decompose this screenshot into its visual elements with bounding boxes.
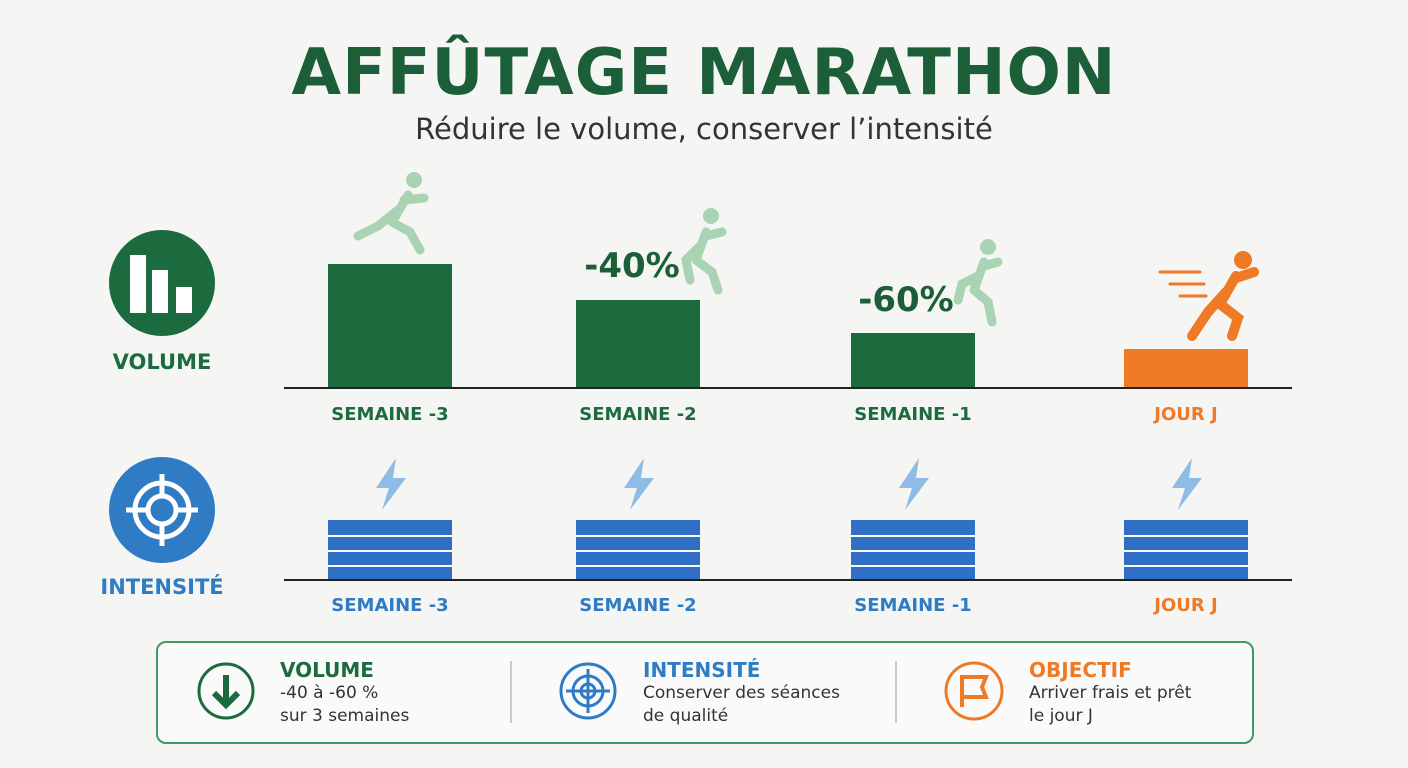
volume-label: VOLUME	[112, 350, 212, 374]
summary-line: Arriver frais et prêt	[1029, 683, 1192, 703]
icon	[944, 661, 1004, 721]
icon-bar	[130, 255, 146, 313]
summary-icons	[197, 661, 1004, 723]
runner-final	[1158, 251, 1259, 341]
icon	[960, 675, 989, 707]
icon-bar	[152, 270, 168, 313]
runner	[353, 172, 1003, 327]
intensity-bars	[328, 520, 1248, 580]
icon	[211, 675, 241, 710]
summary-line: le jour J	[1029, 706, 1093, 726]
summary-line: -40 à -60 %	[280, 683, 379, 703]
week-label: SEMAINE -1	[854, 595, 972, 616]
week-label: SEMAINE -1	[854, 404, 972, 425]
intensity-label: INTENSITÉ	[100, 575, 224, 599]
week-label: SEMAINE -3	[331, 404, 449, 425]
icon	[197, 662, 255, 720]
summary-line: sur 3 semaines	[280, 706, 410, 726]
summary-title: INTENSITÉ	[643, 658, 761, 682]
summary-title: OBJECTIF	[1029, 658, 1132, 682]
week-label: SEMAINE -3	[331, 595, 449, 616]
volume-bar	[851, 333, 975, 388]
summary-title: VOLUME	[280, 658, 374, 682]
summary-line: de qualité	[643, 706, 729, 726]
icon	[559, 662, 617, 720]
subtitle: Réduire le volume, conserver l’intensité	[415, 112, 993, 146]
target-icon	[126, 474, 198, 546]
lightning	[376, 458, 1202, 510]
week-label: SEMAINE -2	[579, 595, 697, 616]
week-label: JOUR J	[1154, 404, 1218, 425]
summary-line: Conserver des séances	[643, 683, 840, 703]
week-label: JOUR J	[1154, 595, 1218, 616]
intensity-icon	[109, 457, 215, 563]
week-label: SEMAINE -2	[579, 404, 697, 425]
summary-item: OBJECTIF Arriver frais et prêt le jour J	[1029, 658, 1191, 728]
volume-bar	[1124, 349, 1248, 388]
summary-box	[156, 641, 1254, 744]
summary-item: VOLUME -40 à -60 % sur 3 semaines	[280, 658, 409, 728]
volume-bar	[576, 300, 700, 388]
icon	[566, 669, 610, 713]
icon-bar	[176, 287, 192, 313]
annotation: -60%	[858, 280, 954, 320]
title: AFFÛTAGE MARATHON	[291, 36, 1117, 110]
annotation: -40%	[584, 246, 680, 286]
summary-item: INTENSITÉ Conserver des séances de quali…	[643, 658, 840, 728]
volume-bar	[328, 264, 452, 388]
